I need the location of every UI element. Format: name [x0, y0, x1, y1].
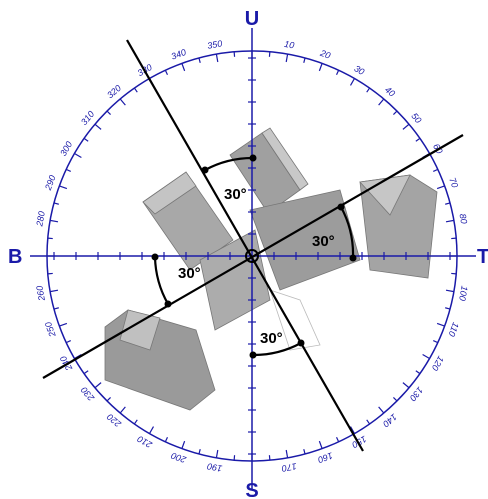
ring-tick	[422, 353, 430, 360]
ring-tick	[181, 63, 186, 72]
degree-label: 210	[136, 434, 155, 451]
degree-label: 40	[383, 85, 397, 99]
ring-tick	[106, 396, 112, 402]
ring-tick	[415, 137, 421, 142]
ring-tick	[198, 449, 201, 455]
ring-tick	[445, 219, 454, 223]
angle-label: 30°	[260, 330, 283, 347]
degree-label: 100	[457, 285, 469, 302]
ring-tick	[303, 449, 306, 455]
degree-label: 320	[105, 83, 123, 100]
ring-tick	[378, 406, 385, 414]
ring-tick	[106, 110, 112, 116]
degree-label: 260	[34, 285, 47, 303]
degree-label: 310	[79, 109, 96, 127]
angle-label: 30°	[312, 233, 335, 250]
buildings	[104, 127, 438, 411]
angle-points	[151, 154, 357, 359]
degree-label: 140	[381, 412, 399, 429]
ring-tick	[215, 449, 219, 458]
degree-label: 50	[409, 111, 423, 125]
ring-tick	[366, 419, 371, 425]
ring-tick	[74, 353, 82, 360]
ring-tick	[148, 426, 155, 434]
degree-label: 280	[34, 210, 47, 228]
ring-tick	[50, 219, 59, 223]
cardinal-north: U	[245, 8, 259, 30]
ring-tick	[285, 449, 289, 458]
ring-tick	[164, 69, 169, 75]
ring-tick	[133, 419, 138, 425]
degree-label: 250	[43, 321, 58, 339]
degree-label: 70	[447, 176, 460, 189]
degree-label: 30	[352, 63, 366, 77]
ring-tick	[436, 185, 445, 190]
ring-tick	[433, 168, 439, 173]
ring-tick	[335, 69, 340, 75]
ring-tick	[53, 202, 59, 205]
ring-tick	[318, 440, 323, 449]
angle-label: 30°	[178, 265, 201, 282]
ring-tick	[349, 78, 356, 86]
ring-tick	[50, 289, 59, 293]
ring-tick	[349, 426, 356, 434]
ring-tick	[65, 168, 71, 173]
ring-tick	[215, 54, 219, 63]
ring-tick	[402, 123, 410, 130]
ring-tick	[318, 63, 323, 72]
degree-label: 340	[170, 47, 188, 62]
ring-tick	[402, 382, 410, 389]
ring-tick	[74, 152, 82, 159]
ring-tick	[445, 202, 451, 205]
degree-label: 290	[43, 174, 58, 192]
ring-tick	[436, 322, 445, 327]
ring-tick	[119, 406, 126, 414]
ring-tick	[392, 396, 398, 402]
degree-label: 160	[317, 450, 335, 465]
ring-tick	[119, 98, 126, 106]
ring-tick	[59, 322, 68, 327]
ring-tick	[94, 382, 102, 389]
ring-tick	[181, 440, 186, 449]
cardinal-west: B	[8, 246, 22, 268]
ring-tick	[133, 87, 138, 93]
ring-tick	[445, 289, 454, 293]
ring-tick	[164, 437, 169, 443]
ring-tick	[53, 307, 59, 310]
ring-tick	[415, 370, 421, 375]
degree-label: 350	[206, 38, 223, 50]
ring-tick	[392, 110, 398, 116]
ring-tick	[65, 339, 71, 344]
degree-label: 80	[458, 213, 470, 225]
cardinal-east: T	[477, 246, 488, 268]
degree-label: 130	[408, 385, 425, 403]
ring-tick	[83, 370, 89, 375]
degree-label: 110	[447, 321, 461, 338]
ring-tick	[378, 98, 385, 106]
ring-tick	[285, 54, 289, 63]
ring-tick	[94, 123, 102, 130]
degree-label: 10	[283, 39, 295, 51]
ring-tick	[83, 137, 89, 142]
degree-label: 170	[281, 461, 298, 473]
ring-tick	[335, 437, 340, 443]
degree-label: 120	[430, 354, 446, 372]
ring-tick	[433, 339, 439, 344]
degree-label: 190	[206, 461, 223, 473]
degree-label: 200	[170, 450, 188, 465]
degree-label: 150	[350, 434, 368, 450]
cardinal-south: S	[245, 480, 258, 499]
angle-label: 30°	[224, 186, 247, 203]
degree-label: 20	[318, 48, 332, 61]
ring-tick	[366, 87, 371, 93]
ring-tick	[59, 185, 68, 190]
ring-tick	[198, 57, 201, 63]
ring-tick	[445, 307, 451, 310]
degree-label: 300	[58, 140, 74, 158]
ring-tick	[303, 57, 306, 63]
